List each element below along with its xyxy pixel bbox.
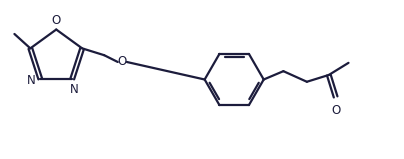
Text: O: O: [118, 55, 127, 69]
Text: N: N: [27, 74, 36, 87]
Text: O: O: [332, 104, 341, 117]
Text: N: N: [70, 83, 78, 96]
Text: O: O: [52, 14, 61, 27]
